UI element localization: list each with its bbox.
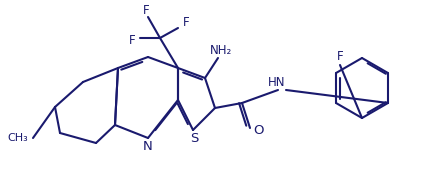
Text: CH₃: CH₃ [7, 133, 28, 143]
Text: S: S [190, 132, 198, 144]
Text: O: O [253, 125, 263, 138]
Text: F: F [183, 16, 189, 30]
Text: HN: HN [268, 75, 286, 89]
Text: F: F [143, 3, 149, 16]
Text: N: N [143, 140, 153, 153]
Text: NH₂: NH₂ [210, 43, 232, 56]
Text: F: F [337, 50, 343, 64]
Text: F: F [128, 33, 136, 47]
